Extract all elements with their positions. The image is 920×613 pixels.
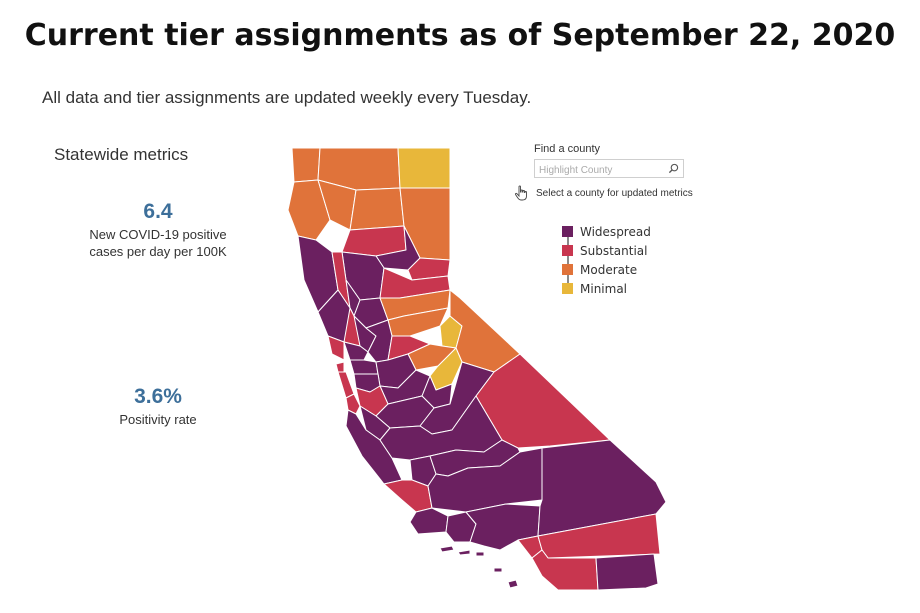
positivity-metric-label: Positivity rate: [119, 412, 197, 427]
page-subtitle: All data and tier assignments are update…: [42, 88, 532, 107]
county-marin[interactable]: [327, 335, 345, 361]
legend-swatch-minimal: [562, 283, 573, 294]
positivity-metric: 3.6% Positivity rate: [58, 385, 258, 428]
county-modoc[interactable]: [397, 147, 451, 189]
statewide-metrics-heading: Statewide metrics: [54, 145, 189, 164]
positivity-metric-value: 3.6%: [134, 385, 182, 408]
county-contra-costa[interactable]: [349, 359, 379, 375]
legend-connector-line: [567, 228, 569, 286]
legend-swatch-moderate: [562, 264, 573, 275]
legend-label-substantial: Substantial: [580, 243, 648, 258]
county-san-mateo[interactable]: [337, 371, 355, 399]
cases-metric-label-line2: cases per day per 100K: [89, 244, 227, 259]
legend-item-moderate[interactable]: Moderate: [562, 260, 651, 279]
legend-label-widespread: Widespread: [580, 224, 651, 239]
tier-legend: Widespread Substantial Moderate Minimal: [562, 222, 651, 298]
cases-metric: 6.4 New COVID-19 positive cases per day …: [58, 200, 258, 260]
legend-swatch-substantial: [562, 245, 573, 256]
county-santa-cruz[interactable]: [345, 393, 361, 415]
county-santa-barbara[interactable]: [409, 507, 449, 535]
legend-item-widespread[interactable]: Widespread: [562, 222, 651, 241]
pointer-hand-icon: [514, 185, 527, 201]
county-los-angeles[interactable]: [465, 503, 541, 551]
legend-label-minimal: Minimal: [580, 281, 628, 296]
county-monterey[interactable]: [345, 409, 403, 485]
select-county-text: Select a county for updated metrics: [536, 187, 693, 199]
county-san-francisco[interactable]: [335, 361, 345, 373]
cases-metric-label: New COVID-19 positive cases per day per …: [58, 226, 258, 260]
find-county: Find a county: [534, 143, 684, 179]
page-title: Current tier assignments as of September…: [24, 18, 896, 53]
legend-label-moderate: Moderate: [580, 262, 638, 277]
county-del-norte[interactable]: [291, 147, 321, 183]
county-imperial[interactable]: [595, 553, 659, 591]
legend-swatch-widespread: [562, 226, 573, 237]
find-county-label: Find a county: [534, 143, 601, 155]
county-search-box[interactable]: [534, 159, 684, 179]
county-san-luis-obispo[interactable]: [383, 479, 433, 513]
county-search-input[interactable]: [535, 162, 671, 179]
legend-item-minimal[interactable]: Minimal: [562, 279, 651, 298]
county-shasta[interactable]: [349, 187, 405, 231]
select-county-hint: Select a county for updated metrics: [514, 185, 693, 201]
channel-islands: [439, 545, 519, 589]
search-icon[interactable]: [668, 163, 679, 174]
california-county-map[interactable]: [280, 140, 680, 600]
cases-metric-value: 6.4: [143, 200, 173, 223]
county-solano[interactable]: [343, 341, 369, 361]
legend-item-substantial[interactable]: Substantial: [562, 241, 651, 260]
cases-metric-label-line1: New COVID-19 positive: [89, 227, 227, 242]
county-sierra[interactable]: [407, 257, 451, 281]
county-kern[interactable]: [427, 447, 543, 513]
county-riverside[interactable]: [537, 513, 661, 559]
